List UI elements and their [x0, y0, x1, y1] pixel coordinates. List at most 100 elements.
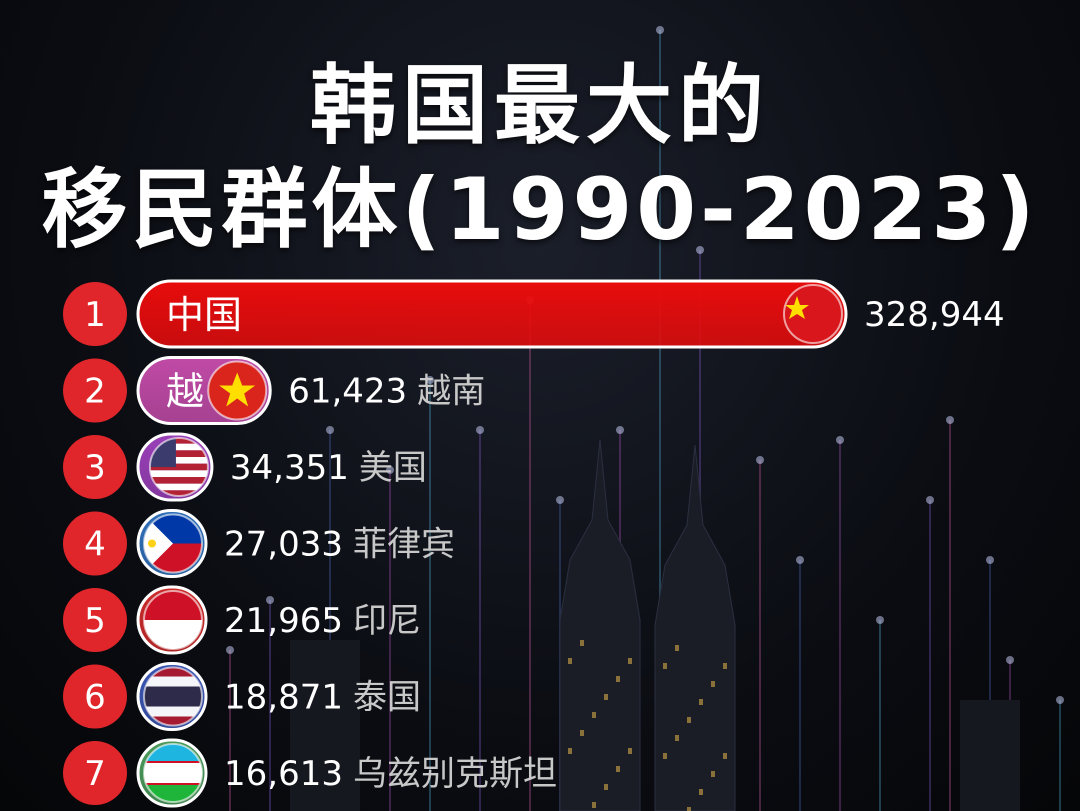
country-label: 菲律宾	[353, 525, 455, 565]
country-label: 越南	[417, 372, 485, 412]
window-light	[687, 717, 691, 723]
bar	[136, 279, 848, 349]
chart-title-line2: 移民群体(1990-2023)	[41, 160, 1039, 260]
rank-circle	[63, 664, 127, 729]
window-light	[580, 640, 584, 646]
light-dot	[226, 646, 234, 654]
window-light	[580, 730, 584, 736]
flag-ring	[143, 590, 203, 650]
rank-number: 6	[84, 678, 106, 718]
window-light	[699, 699, 703, 705]
value-label: 34,351	[230, 448, 349, 488]
window-light	[628, 658, 632, 664]
rank-circle	[63, 282, 127, 346]
rank-circle	[63, 511, 127, 576]
rank-circle	[63, 358, 127, 423]
rank-number: 1	[84, 295, 106, 335]
window-light	[604, 784, 608, 790]
window-light	[663, 753, 667, 759]
rank-number: 7	[84, 754, 106, 794]
flag-ring	[143, 513, 203, 574]
light-dot	[426, 376, 434, 384]
bar-row: 6 18,871 泰国	[63, 662, 421, 731]
bar-label: 越	[166, 370, 204, 414]
bar-row: 3 34,351 美国	[63, 432, 427, 502]
light-dot	[556, 496, 564, 504]
light-dot	[876, 616, 884, 624]
light-dot	[796, 556, 804, 564]
flag-ring	[143, 666, 203, 727]
uzbekistan-flag-icon	[143, 743, 203, 803]
bar-row: 2 越 61,423 越南	[63, 356, 485, 425]
vietnam-flag-icon	[207, 360, 268, 421]
bar-label: 中国	[166, 293, 242, 337]
chart-title-line1: 韩国最大的	[310, 56, 770, 156]
bar-row: 7 16,613 乌兹别克斯坦	[63, 738, 557, 808]
country-label: 乌兹别克斯坦	[353, 754, 557, 794]
window-light	[711, 771, 715, 777]
tower-silhouette	[654, 444, 736, 811]
window-light	[687, 807, 691, 811]
tower-silhouette	[559, 439, 641, 811]
building-silhouette	[290, 640, 360, 811]
value-label: 27,033	[224, 525, 343, 565]
light-dot	[386, 466, 394, 474]
indonesia-flag-icon	[143, 590, 203, 650]
philippines-flag-icon	[143, 513, 203, 574]
window-light	[711, 681, 715, 687]
window-light	[699, 789, 703, 795]
window-light	[628, 748, 632, 754]
light-dot	[266, 596, 274, 604]
window-light	[616, 766, 620, 772]
building-silhouette	[960, 700, 1020, 811]
window-light	[675, 645, 679, 651]
country-label: 泰国	[353, 678, 421, 718]
window-light	[723, 753, 727, 759]
light-dot	[836, 436, 844, 444]
light-dot	[1006, 656, 1014, 664]
bar-row: 1 中国 328,944	[63, 279, 1005, 349]
window-light	[604, 694, 608, 700]
window-light	[723, 663, 727, 669]
light-dot	[476, 426, 484, 434]
light-dot	[946, 416, 954, 424]
value-label: 21,965	[224, 601, 343, 641]
country-label: 印尼	[353, 601, 421, 641]
bar-row: 4 27,033 菲律宾	[63, 509, 455, 578]
light-dot	[616, 426, 624, 434]
rank-circle	[63, 741, 127, 805]
flag-ring	[783, 284, 843, 344]
light-dot	[926, 496, 934, 504]
bar-row: 5 21,965 印尼	[63, 585, 421, 655]
light-dot	[326, 426, 334, 434]
value-label: 61,423	[288, 372, 407, 412]
window-light	[592, 712, 596, 718]
flag-ring	[148, 437, 209, 497]
rank-number: 3	[84, 448, 106, 488]
rank-number: 4	[84, 525, 106, 565]
country-label: 美国	[359, 448, 427, 488]
thailand-flag-icon	[143, 666, 203, 727]
rank-number: 2	[84, 372, 106, 412]
rank-number: 5	[84, 601, 106, 641]
light-dot	[656, 26, 664, 34]
window-light	[592, 802, 596, 808]
flag-ring	[207, 360, 268, 421]
light-dot	[986, 556, 994, 564]
value-label: 16,613	[224, 754, 343, 794]
value-label: 18,871	[224, 678, 343, 718]
window-light	[675, 735, 679, 741]
light-dot	[1056, 696, 1064, 704]
value-label: 328,944	[864, 295, 1005, 335]
rank-circle	[63, 588, 127, 652]
window-light	[663, 663, 667, 669]
window-light	[568, 658, 572, 664]
usa-flag-icon	[148, 437, 209, 497]
light-dot	[756, 456, 764, 464]
china-flag-icon	[783, 284, 843, 344]
rank-circle	[63, 435, 127, 499]
window-light	[616, 676, 620, 682]
light-dot	[696, 246, 704, 254]
